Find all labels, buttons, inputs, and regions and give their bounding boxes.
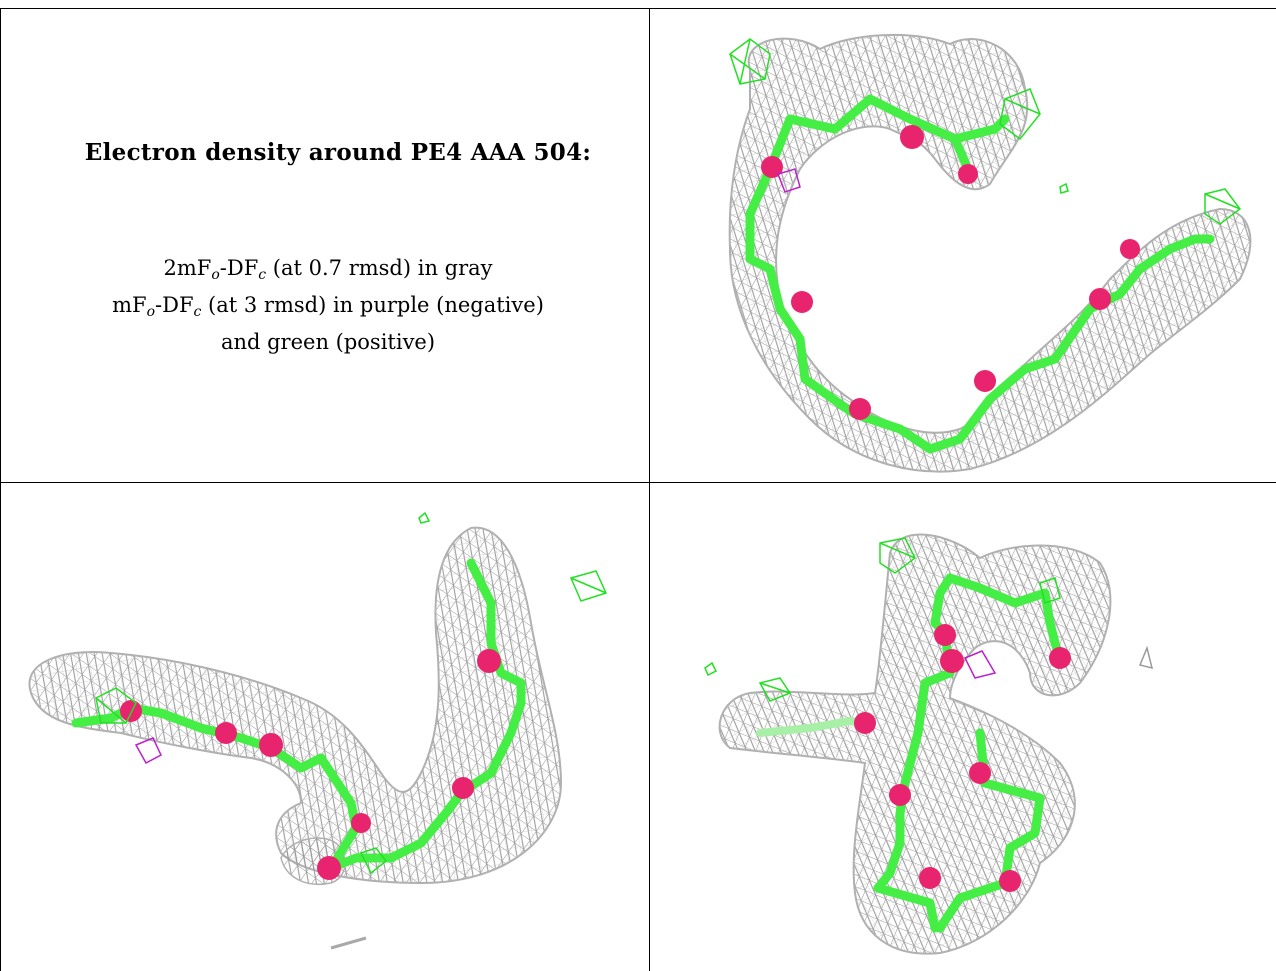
oxygen-atoms — [120, 649, 501, 880]
caption-block: Electron density around PE4 AAA 504: 2mF… — [1, 9, 649, 482]
table-border-center — [649, 8, 650, 971]
density-view-top-right — [650, 9, 1276, 482]
mesh-2fofc — [728, 33, 1252, 473]
density-render-3 — [704, 533, 1154, 955]
positive-density-blobs — [95, 511, 608, 875]
negative-density-blobs — [963, 650, 997, 679]
positive-density-blobs — [704, 537, 1061, 702]
legend-line-2fofc: 2mFo-DFc (at 0.7 rmsd) in gray — [163, 256, 493, 283]
oxygen-atoms — [761, 125, 1140, 420]
positive-density-blobs — [729, 38, 1242, 225]
table-border-middle — [0, 482, 1276, 483]
oxygen-atoms — [854, 624, 1071, 892]
density-view-bottom-right — [650, 483, 1276, 971]
density-render-1 — [728, 33, 1252, 473]
table-border-left — [0, 8, 1, 971]
density-view-bottom-left — [1, 483, 649, 971]
figure-title: Electron density around PE4 AAA 504: — [84, 139, 592, 166]
caption-cell: Electron density around PE4 AAA 504: 2mF… — [1, 9, 649, 482]
legend-line-green: and green (positive) — [220, 330, 436, 354]
negative-density-blobs — [777, 168, 801, 193]
small-mesh-fragment — [330, 936, 367, 950]
legend-text: 2mFo-DFc (at 0.7 rmsd) in gray mFo-DFc (… — [1, 253, 649, 357]
density-render-2 — [28, 511, 608, 950]
table-border-top — [0, 8, 1276, 9]
legend-line-fofc: mFo-DFc (at 3 rmsd) in purple (negative) — [112, 293, 544, 320]
small-mesh-fragment — [1138, 645, 1154, 670]
negative-density-blobs — [134, 737, 162, 765]
